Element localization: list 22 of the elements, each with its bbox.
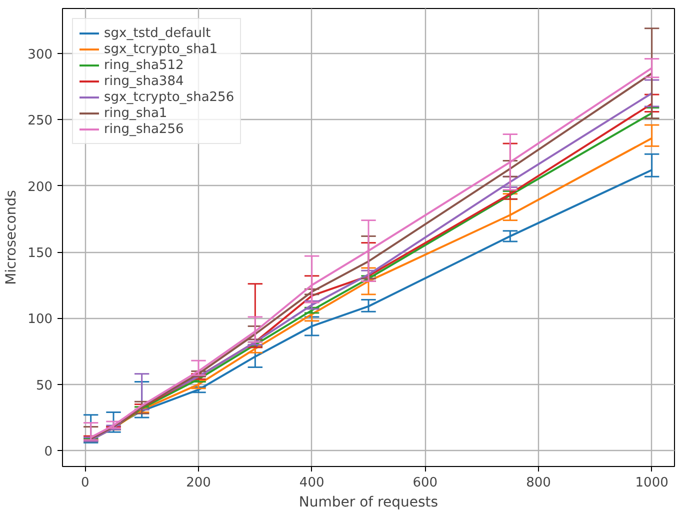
y-tick-label: 300 [28,48,53,63]
legend-label: sgx_tcrypto_sha1 [104,41,218,57]
x-tick-label: 0 [81,476,90,490]
legend-label: sgx_tstd_default [104,25,211,41]
legend-label: sgx_tcrypto_sha256 [104,89,234,105]
y-tick-label: 200 [28,180,53,195]
legend-label: ring_sha512 [104,57,184,73]
legend-label: ring_sha1 [104,105,168,121]
x-axis-title: Number of requests [298,494,438,510]
y-axis-title: Microseconds [4,190,20,285]
y-tick-label: 150 [28,246,53,262]
y-tick-label: 100 [28,312,53,328]
y-tick-label: 250 [28,114,53,129]
legend-label: ring_sha256 [104,121,184,137]
x-tick-label: 800 [526,476,551,490]
x-tick-label: 1000 [635,476,668,490]
y-tick-label: 50 [36,378,53,394]
y-tick-label: 0 [44,444,53,460]
legend-label: ring_sha384 [104,73,184,89]
x-tick-label: 400 [299,476,324,490]
x-tick-label: 200 [186,476,211,490]
x-tick-label: 600 [412,476,438,490]
